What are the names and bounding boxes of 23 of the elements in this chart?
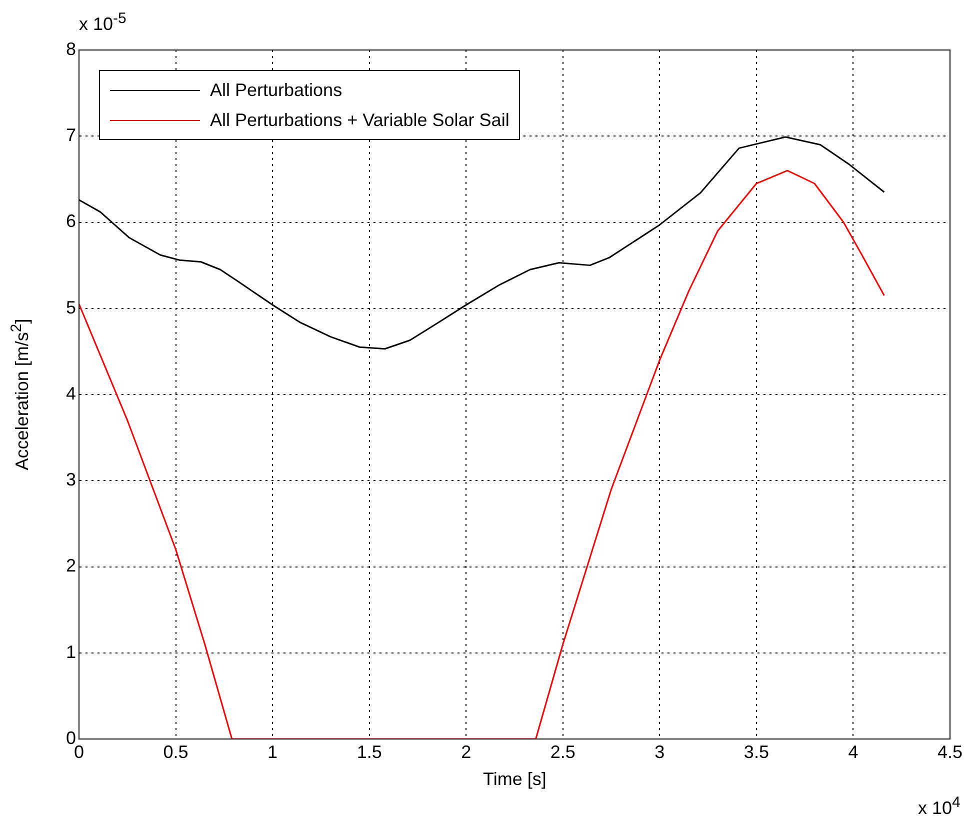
legend-label: All Perturbations + Variable Solar Sail [210, 110, 510, 130]
x-tick-label: 0.5 [163, 742, 188, 762]
x-tick-label: 2 [461, 742, 472, 762]
y-tick-label: 7 [66, 125, 76, 146]
y-tick-label: 4 [66, 383, 76, 404]
y-tick-label: 2 [66, 556, 76, 576]
x-tick-label: 1 [268, 742, 278, 762]
y-tick-label: 5 [66, 297, 76, 318]
x-tick-label: 4.5 [937, 742, 963, 762]
y-tick-label: 6 [66, 211, 76, 232]
x-tick-label: 4 [848, 742, 858, 762]
x-tick-label: 2.5 [550, 742, 576, 762]
x-tick-label: 1.5 [356, 742, 382, 762]
y-tick-label: 3 [66, 470, 76, 490]
y-tick-label: 1 [66, 642, 76, 662]
x-tick-label: 3 [654, 742, 665, 762]
text: x 10$^{4}$ [918, 794, 960, 819]
y-tick-label: 8 [66, 38, 76, 59]
text: x 10$^{-5}$ [79, 10, 126, 35]
x-tick-label: 3.5 [744, 742, 769, 762]
y-tick-label: 0 [66, 728, 76, 748]
x-axis-title: Time [s] [483, 769, 546, 790]
legend-label: All Perturbations [210, 80, 342, 100]
